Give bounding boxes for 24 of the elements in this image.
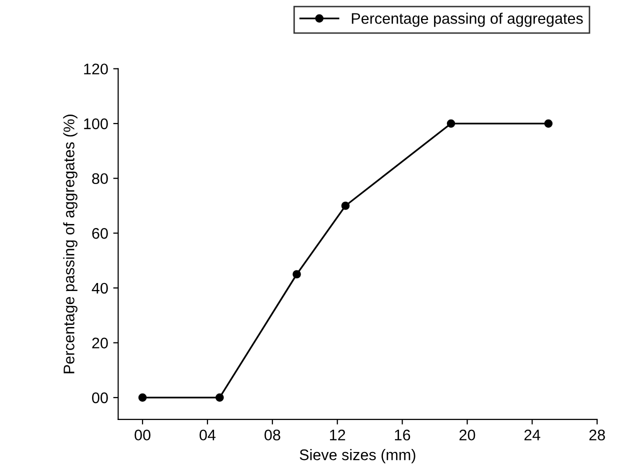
y-tick-label: 60 (92, 228, 108, 239)
x-tick-label: 12 (330, 430, 346, 440)
y-tick-label: 00 (92, 392, 108, 404)
x-tick-label: 16 (394, 430, 410, 440)
legend-label: Percentage passing of aggregates (352, 12, 583, 27)
y-tick-label: 80 (92, 173, 108, 184)
x-axis-title: Sieve sizes (mm) (300, 449, 416, 464)
x-tick-label: 08 (264, 430, 280, 440)
x-tick-label: 28 (589, 430, 605, 440)
y-tick-label: 40 (92, 282, 108, 294)
y-tick-label: 20 (92, 338, 108, 348)
point (292, 270, 301, 278)
y-tick-label: 100 (84, 118, 108, 130)
x-tick-label: 24 (524, 430, 540, 440)
point (341, 202, 350, 210)
point (138, 393, 147, 402)
x-tick-label: 20 (460, 430, 476, 440)
point (544, 119, 553, 128)
x-tick-label: 00 (134, 430, 150, 440)
y-tick-label: 120 (84, 64, 108, 74)
x-tick-label: 04 (200, 430, 216, 440)
y-axis-title: Percentage passing of aggregates (%) (63, 114, 78, 374)
point (215, 393, 224, 402)
point (446, 119, 456, 128)
